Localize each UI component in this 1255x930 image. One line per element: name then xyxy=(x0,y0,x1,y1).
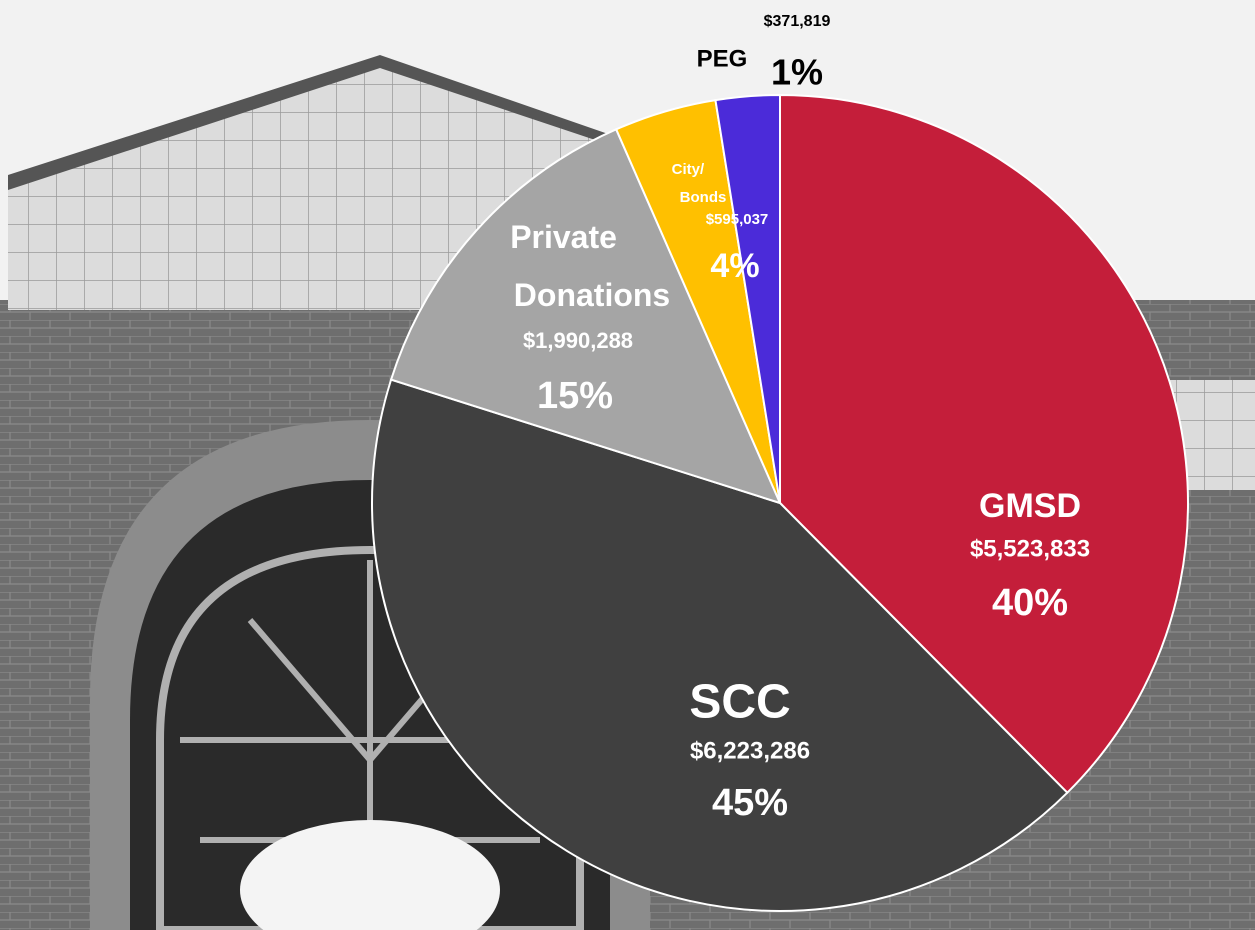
pie-slice xyxy=(714,93,781,504)
pie-slice xyxy=(371,378,1069,913)
percent-label: 45% xyxy=(712,782,788,824)
category-label: City/ Bonds xyxy=(672,161,727,206)
percent-label: 40% xyxy=(992,582,1068,624)
labels: GMSD $5,523,833 40% SCC $6,223,286 45% Private… xyxy=(510,13,1090,824)
category-label: SCC xyxy=(689,676,790,729)
percent-label: 1% xyxy=(771,52,823,93)
category-label: Private Donations xyxy=(510,219,670,313)
value-label: $595,037 xyxy=(706,211,769,228)
pie-slice xyxy=(389,128,782,505)
percent-label: 4% xyxy=(710,247,759,285)
category-label: GMSD xyxy=(979,487,1081,525)
value-label: $5,523,833 xyxy=(970,535,1090,562)
percent-label: 15% xyxy=(537,375,613,417)
value-label: $371,819 xyxy=(764,13,831,30)
pie-slice xyxy=(779,93,1189,795)
value-label: $1,990,288 xyxy=(523,328,633,353)
value-label: $6,223,286 xyxy=(690,737,810,764)
category-label: PEG xyxy=(697,45,748,72)
pie xyxy=(371,93,1189,913)
